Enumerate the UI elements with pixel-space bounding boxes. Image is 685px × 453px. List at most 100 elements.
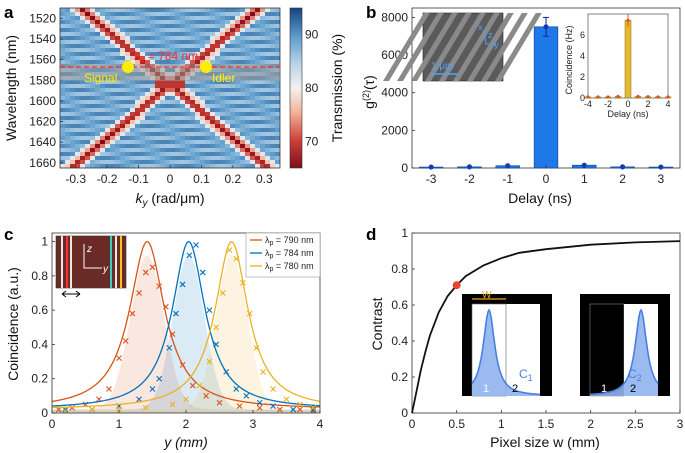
- heatmap-cell: [75, 12, 81, 17]
- heatmap-cell: [220, 24, 226, 29]
- heatmap-cell: [235, 120, 241, 125]
- heatmap-cell: [75, 160, 81, 165]
- heatmap-cell: [170, 144, 176, 149]
- heatmap-cell: [125, 40, 131, 45]
- heatmap-cell: [270, 48, 276, 53]
- heatmap-cell: [160, 156, 166, 161]
- heatmap-cell: [145, 144, 151, 149]
- heatmap-cell: [220, 104, 226, 109]
- c-legend-text: = 780 nm: [273, 261, 313, 271]
- a-y-tick-label: 1580: [29, 73, 56, 87]
- heatmap-cell: [250, 128, 256, 133]
- heatmap-cell: [80, 116, 86, 121]
- heatmap-cell: [90, 84, 96, 89]
- heatmap-cell: [140, 20, 146, 25]
- heatmap-cell: [265, 136, 271, 141]
- heatmap-cell: [90, 8, 96, 13]
- heatmap-cell: [170, 60, 176, 65]
- heatmap-cell: [160, 112, 166, 117]
- heatmap-cell: [260, 16, 266, 21]
- heatmap-cell: [180, 8, 186, 13]
- heatmap-cell: [105, 96, 111, 101]
- heatmap-cell: [225, 12, 231, 17]
- heatmap-cell: [160, 36, 166, 41]
- heatmap-cell: [125, 112, 131, 117]
- heatmap-cell: [210, 144, 216, 149]
- c-data-point: [173, 310, 179, 317]
- heatmap-cell: [195, 20, 201, 25]
- heatmap-cell: [250, 124, 256, 129]
- heatmap-cell: [210, 120, 216, 125]
- heatmap-cell: [190, 28, 196, 33]
- heatmap-cell: [205, 104, 211, 109]
- heatmap-cell: [135, 40, 141, 45]
- heatmap-cell: [220, 80, 226, 85]
- heatmap-cell: [160, 92, 166, 97]
- heatmap-cell: [225, 152, 231, 157]
- heatmap-cell: [135, 60, 141, 65]
- heatmap-cell: [190, 100, 196, 105]
- heatmap-cell: [235, 164, 241, 168]
- heatmap-cell: [175, 96, 181, 101]
- heatmap-cell: [235, 116, 241, 121]
- heatmap-cell: [105, 20, 111, 25]
- inset-point: [596, 95, 600, 99]
- heatmap-cell: [145, 104, 151, 109]
- heatmap-cell: [200, 136, 206, 141]
- heatmap-cell: [85, 24, 91, 29]
- heatmap-cell: [65, 156, 71, 161]
- heatmap-cell: [215, 164, 221, 168]
- heatmap-cell: [75, 164, 81, 168]
- heatmap-cell: [195, 12, 201, 17]
- heatmap-cell: [160, 140, 166, 145]
- heatmap-cell: [95, 132, 101, 137]
- heatmap-cell: [220, 60, 226, 65]
- heatmap-cell: [75, 88, 81, 93]
- heatmap-cell: [80, 136, 86, 141]
- heatmap-cell: [110, 144, 116, 149]
- heatmap-cell: [210, 132, 216, 137]
- heatmap-cell: [100, 40, 106, 45]
- heatmap-cell: [90, 92, 96, 97]
- heatmap-cell: [250, 104, 256, 109]
- heatmap-cell: [170, 104, 176, 109]
- heatmap-cell: [190, 108, 196, 113]
- heatmap-cell: [60, 152, 66, 157]
- heatmap-cell: [150, 112, 156, 117]
- heatmap-cell: [95, 52, 101, 57]
- heatmap-cell: [180, 60, 186, 65]
- heatmap-cell: [125, 152, 131, 157]
- heatmap-cell: [235, 88, 241, 93]
- heatmap-cell: [210, 84, 216, 89]
- heatmap-cell: [180, 116, 186, 121]
- heatmap-cell: [110, 24, 116, 29]
- heatmap-cell: [200, 160, 206, 165]
- heatmap-cell: [105, 12, 111, 17]
- heatmap-cell: [110, 96, 116, 101]
- heatmap-cell: [215, 140, 221, 145]
- heatmap-cell: [255, 80, 261, 85]
- heatmap-cell: [230, 48, 236, 53]
- heatmap-cell: [235, 84, 241, 89]
- heatmap-cell: [110, 104, 116, 109]
- heatmap-cell: [195, 84, 201, 89]
- heatmap-cell: [130, 128, 136, 133]
- c-y-tick-label: 0.6: [31, 303, 48, 317]
- heatmap-cell: [125, 160, 131, 165]
- heatmap-cell: [105, 40, 111, 45]
- heatmap-cell: [105, 144, 111, 149]
- heatmap-cell: [245, 52, 251, 57]
- heatmap-cell: [260, 124, 266, 129]
- heatmap-cell: [85, 80, 91, 85]
- heatmap-cell: [115, 32, 121, 37]
- heatmap-cell: [165, 160, 171, 165]
- heatmap-cell: [265, 160, 271, 165]
- heatmap-cell: [180, 132, 186, 137]
- heatmap-cell: [145, 52, 151, 57]
- heatmap-cell: [140, 120, 146, 125]
- heatmap-cell: [255, 160, 261, 165]
- heatmap-cell: [175, 104, 181, 109]
- heatmap-cell: [220, 36, 226, 41]
- heatmap-cell: [115, 148, 121, 153]
- heatmap-cell: [155, 120, 161, 125]
